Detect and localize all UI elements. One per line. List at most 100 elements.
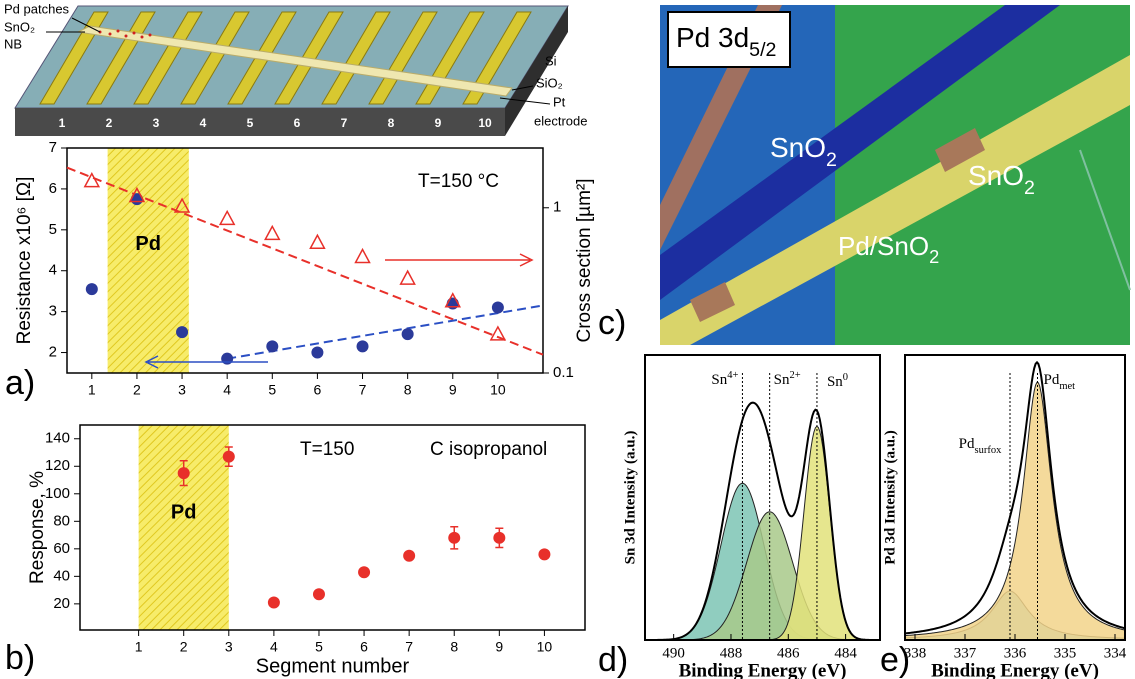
component-label: Pdmet	[1044, 372, 1076, 391]
circle-marker	[446, 297, 459, 310]
x-axis-label: Segment number	[256, 655, 410, 677]
label-text: Pd	[1044, 372, 1060, 388]
electrode	[180, 11, 250, 105]
map-label: Pd/SnO2	[838, 231, 939, 267]
electrode-number: 8	[388, 116, 395, 130]
circle-marker	[448, 531, 461, 544]
electrode-number: 4	[200, 116, 207, 130]
x-tick-label: 5	[315, 639, 323, 655]
label-text: Pd	[959, 436, 975, 452]
triangle-marker	[128, 186, 146, 203]
x-tick-label: 335	[1054, 645, 1077, 661]
electrode-number: 2	[106, 116, 113, 130]
triangle-marker	[218, 209, 236, 226]
circle-marker	[403, 549, 416, 562]
fit-line	[66, 166, 544, 356]
y-tick-label: 40	[53, 567, 70, 584]
schematic-label: electrode	[534, 113, 587, 128]
electrode	[321, 11, 391, 105]
plot-frame	[79, 424, 586, 631]
schematic	[14, 5, 569, 136]
circle-marker	[85, 283, 98, 296]
map-yellow-band	[660, 55, 1130, 345]
label-text: Pd 3d	[676, 22, 749, 53]
panel-letter: e)	[880, 641, 910, 679]
fit-line	[227, 304, 544, 360]
x-tick-label: 1	[135, 639, 143, 655]
superscript: 4+	[727, 370, 738, 381]
x-tick-label: 7	[405, 639, 413, 655]
y-tick-label: 140	[45, 430, 70, 447]
triangle-marker	[399, 269, 416, 285]
leader	[71, 17, 101, 33]
electrode-number: 7	[341, 116, 348, 130]
x-tick-label: 10	[537, 639, 553, 655]
x-tick-label: 337	[954, 645, 977, 661]
map-patch	[690, 282, 735, 322]
peak-component	[904, 381, 1126, 641]
map-label: SnO2	[968, 160, 1035, 199]
circle-marker	[266, 340, 279, 353]
patch	[140, 35, 144, 39]
component-label: Sn2+	[774, 370, 801, 389]
circle-marker	[312, 588, 325, 601]
shade-label: Pd	[171, 501, 197, 523]
subscript: 2	[929, 247, 939, 267]
component-label: Sn4+	[711, 370, 738, 389]
electrode	[462, 11, 532, 105]
x-tick-label: 334	[1104, 645, 1127, 661]
triangle-marker	[354, 247, 371, 264]
subscript: met	[1059, 381, 1075, 392]
x-tick-label: 338	[904, 645, 927, 661]
xps-map	[660, 5, 1131, 345]
y-axis-label: Response, %	[27, 471, 48, 584]
envelope	[644, 401, 881, 641]
triangle-marker	[264, 224, 281, 241]
triangle-marker	[444, 292, 462, 308]
patch	[124, 34, 128, 38]
substrate-side	[505, 6, 568, 136]
map-dark-band	[660, 5, 1060, 300]
y-axis-label: Pd 3d Intensity (a.u.)	[882, 430, 898, 565]
circle-marker	[491, 301, 504, 314]
plot-frame	[644, 354, 881, 641]
electrode-number: 3	[153, 116, 160, 130]
circle-marker	[356, 340, 369, 353]
circle-marker	[538, 548, 551, 561]
schematic-label: Pt	[553, 94, 566, 109]
subscript: 5/2	[749, 39, 776, 61]
x-tick-label: 484	[834, 645, 857, 661]
arrow	[385, 253, 534, 267]
circle-marker	[177, 467, 190, 480]
circle-marker	[311, 346, 324, 359]
x-tick-label: 4	[270, 639, 278, 655]
x-tick-label: 3	[178, 382, 186, 398]
x-tick-label: 6	[360, 639, 368, 655]
y-tick-label: 4	[49, 262, 57, 279]
subscript: 2	[826, 149, 837, 171]
y2-tick-label: 1	[553, 199, 561, 216]
y-tick-label: 20	[53, 595, 70, 612]
map-title-box	[667, 11, 791, 68]
patch	[108, 32, 112, 36]
label-text: Sn	[774, 372, 790, 388]
circle-marker	[222, 450, 235, 463]
x-tick-label: 2	[133, 382, 141, 398]
superscript: 0	[843, 372, 848, 383]
circle-marker	[221, 352, 234, 365]
electrode-number: 6	[294, 116, 301, 130]
x-tick-label: 1	[88, 382, 96, 398]
schematic-label: SiO₂	[536, 75, 563, 90]
schematic-label: Pd patches	[4, 1, 70, 16]
panel-letter: c)	[598, 304, 626, 342]
annotation: T=150 °C	[418, 171, 499, 192]
pd-patches	[98, 29, 152, 39]
x-tick-label: 486	[777, 645, 800, 661]
x-tick-label: 336	[1004, 645, 1027, 661]
label-text: Sn	[711, 372, 727, 388]
y-tick-label: 5	[49, 221, 57, 238]
y-tick-label: 2	[49, 344, 57, 361]
x-tick-label: 9	[449, 382, 457, 398]
electrode	[39, 11, 109, 105]
